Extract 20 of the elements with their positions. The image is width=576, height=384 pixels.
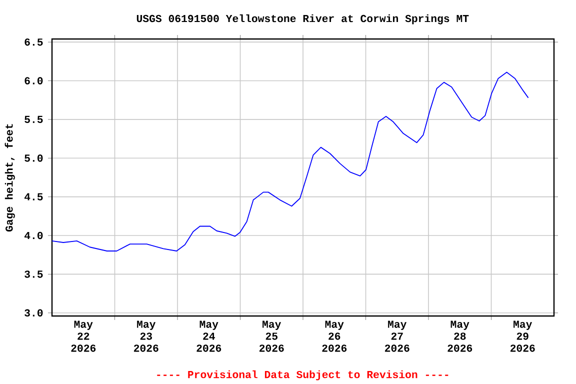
y-tick-label: 3.5 [24, 270, 43, 278]
x-tick-label: May 25 2026 [259, 320, 284, 352]
y-axis-title: Gage height, feet [4, 124, 15, 232]
text: ---- Provisional Data Subject to Revision ---- [157, 370, 448, 380]
x-tick-label: May 28 2026 [448, 320, 472, 352]
x-tick-label: May 29 2026 [510, 320, 535, 352]
y-tick-label: 6.5 [24, 38, 43, 46]
y-tick-label: 3.0 [24, 309, 43, 317]
y-tick-label: 4.0 [24, 232, 43, 240]
x-tick-label: May 22 2026 [71, 320, 96, 352]
y-tick-label: 5.5 [24, 116, 43, 124]
x-tick-label: May 24 2026 [196, 320, 222, 352]
x-tick-label: May 23 2026 [134, 320, 158, 352]
chart-title: USGS 06191500 Yellowstone River at Corwin Springs MT [136, 14, 469, 24]
x-tick-label: May 26 2026 [322, 320, 347, 352]
y-tick-label: 5.0 [24, 154, 43, 162]
line-series [52, 72, 529, 252]
x-tick-label: May 27 2026 [384, 320, 410, 352]
y-tick-label: 4.5 [24, 193, 43, 200]
y-tick-label: 6.0 [24, 77, 43, 84]
